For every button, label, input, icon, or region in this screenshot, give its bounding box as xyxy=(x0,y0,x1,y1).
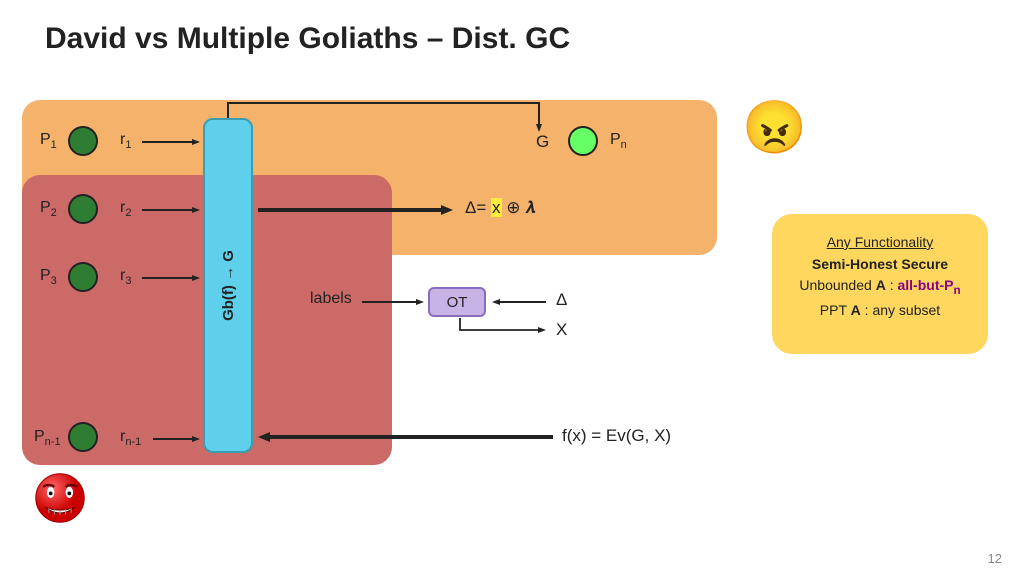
garble-label: Gb(f) → G xyxy=(220,250,237,321)
security-properties-box: Any Functionality Semi-Honest Secure Unb… xyxy=(772,214,988,354)
delta-symbol: Δ xyxy=(556,290,567,310)
devil-emoji xyxy=(32,470,88,526)
eval-equation: f(x) = Ev(G, X) xyxy=(562,426,671,446)
party-label-p3: P3 xyxy=(40,267,57,287)
party-circle-pn1 xyxy=(68,422,98,452)
randomness-r3: r3 xyxy=(120,267,131,287)
prop-line4: PPT A : any subset xyxy=(780,300,980,322)
delta-equation: Δ= x ⊕ 𝝀 xyxy=(465,198,535,218)
randomness-r2: r2 xyxy=(120,199,131,219)
arrow-delta xyxy=(258,205,453,215)
party-label-pn: Pn xyxy=(610,131,627,151)
arrow-r1 xyxy=(142,139,200,145)
garble-box: Gb(f) → G xyxy=(203,118,253,453)
party-circle-p3 xyxy=(68,262,98,292)
arrow-labels-to-ot xyxy=(362,299,424,305)
arrow-delta-to-ot xyxy=(492,299,546,305)
angry-emoji: 😠 xyxy=(742,102,807,154)
arrow-g-output xyxy=(225,100,545,132)
ot-box: OT xyxy=(428,287,486,317)
party-circle-pn xyxy=(568,126,598,156)
randomness-rn1: rn-1 xyxy=(120,428,141,448)
arrow-ot-to-x xyxy=(458,318,546,336)
labels-text: labels xyxy=(310,290,352,308)
party-label-pn1: Pn-1 xyxy=(34,428,61,448)
party-circle-p2 xyxy=(68,194,98,224)
party-circle-p1 xyxy=(68,126,98,156)
page-number: 12 xyxy=(988,551,1002,566)
arrow-r3 xyxy=(142,275,200,281)
arrow-eval xyxy=(258,432,553,442)
randomness-r1: r1 xyxy=(120,131,131,151)
slide-title: David vs Multiple Goliaths – Dist. GC xyxy=(45,22,570,56)
prop-line2: Semi-Honest Secure xyxy=(780,254,980,276)
arrow-rn1 xyxy=(153,436,200,442)
party-label-p2: P2 xyxy=(40,199,57,219)
prop-line1: Any Functionality xyxy=(780,232,980,254)
prop-line3: Unbounded A : all-but-Pn xyxy=(780,275,980,300)
arrow-r2 xyxy=(142,207,200,213)
party-label-p1: P1 xyxy=(40,131,57,151)
g-output-label: G xyxy=(536,132,549,152)
x-symbol: X xyxy=(556,320,567,340)
